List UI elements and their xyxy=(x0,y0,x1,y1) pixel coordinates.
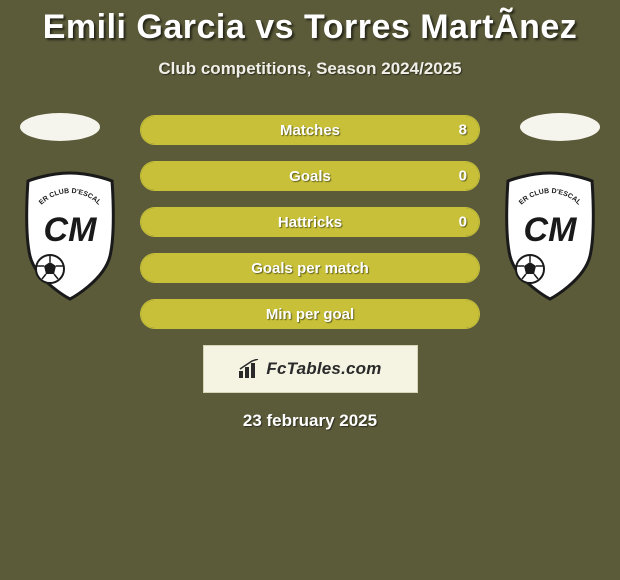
stat-value-right: 0 xyxy=(459,168,467,185)
bar-chart-icon xyxy=(238,359,262,379)
watermark: FcTables.com xyxy=(203,345,418,393)
player-right-photo-slot xyxy=(520,113,600,141)
comparison-area: ER CLUB D'ESCAL CM ER CLUB D'ESCAL CM xyxy=(0,115,620,431)
club-badge-left-icon: ER CLUB D'ESCAL CM xyxy=(20,171,120,301)
watermark-text: FcTables.com xyxy=(266,359,381,379)
stat-row: Matches 8 xyxy=(140,115,480,145)
page-title: Emili Garcia vs Torres MartÃ­nez xyxy=(0,0,620,47)
stat-label: Hattricks xyxy=(278,214,342,231)
stat-label: Min per goal xyxy=(266,306,354,323)
club-badge-right-icon: ER CLUB D'ESCAL CM xyxy=(500,171,600,301)
stat-value-right: 0 xyxy=(459,214,467,231)
svg-text:CM: CM xyxy=(44,211,98,249)
stat-label: Goals per match xyxy=(251,260,369,277)
subtitle: Club competitions, Season 2024/2025 xyxy=(0,59,620,79)
player-right-club-badge: ER CLUB D'ESCAL CM xyxy=(500,171,600,301)
stat-row: Goals per match xyxy=(140,253,480,283)
date: 23 february 2025 xyxy=(0,411,620,431)
stat-row: Min per goal xyxy=(140,299,480,329)
stat-row: Goals 0 xyxy=(140,161,480,191)
stat-row: Hattricks 0 xyxy=(140,207,480,237)
player-left-photo-slot xyxy=(20,113,100,141)
stat-label: Matches xyxy=(280,122,340,139)
svg-text:CM: CM xyxy=(524,211,578,249)
player-left-club-badge: ER CLUB D'ESCAL CM xyxy=(20,171,120,301)
stat-label: Goals xyxy=(289,168,331,185)
stats-list: Matches 8 Goals 0 Hattricks 0 Goals per match M… xyxy=(140,115,480,329)
stat-value-right: 8 xyxy=(459,122,467,139)
